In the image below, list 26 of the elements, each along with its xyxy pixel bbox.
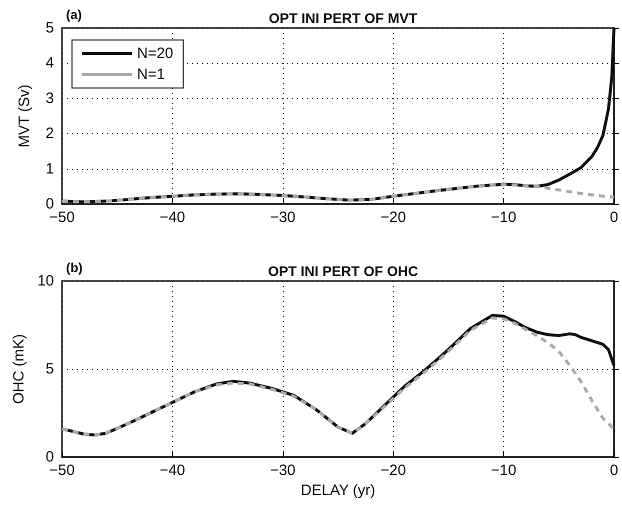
text: (b) bbox=[66, 260, 83, 275]
y-axis-title: OHC (mK) bbox=[10, 334, 28, 404]
legend-label: N=20 bbox=[137, 45, 174, 62]
x-tick-label: −10 bbox=[490, 462, 516, 479]
x-tick-label: −40 bbox=[160, 209, 186, 226]
x-tick-label: −20 bbox=[380, 462, 406, 479]
legend-label: N=1 bbox=[137, 66, 165, 83]
y-tick-label: 4 bbox=[46, 54, 54, 72]
x-tick-label: −10 bbox=[490, 209, 516, 226]
y-tick-label: 2 bbox=[46, 125, 54, 142]
x-tick-label: 0 bbox=[610, 209, 618, 226]
y-tick-label: 10 bbox=[37, 272, 54, 290]
chart-title: OPT INI PERT OF OHC bbox=[268, 263, 418, 279]
y-tick-label: 1 bbox=[46, 160, 54, 178]
x-tick-label: −40 bbox=[160, 462, 186, 479]
y-tick-label: 5 bbox=[46, 360, 54, 378]
y-tick-label: 5 bbox=[46, 20, 54, 36]
x-tick-label: −30 bbox=[270, 209, 296, 226]
y-tick-label: 3 bbox=[46, 90, 54, 107]
x-tick-label: 0 bbox=[610, 462, 618, 479]
text: (a) bbox=[66, 7, 82, 22]
x-tick-label: −30 bbox=[270, 462, 296, 479]
x-tick-label: −20 bbox=[380, 209, 406, 226]
chart-title: OPT INI PERT OF MVT bbox=[268, 10, 418, 26]
x-axis-title: DELAY (yr) bbox=[300, 482, 376, 499]
y-axis-title: MVT (Sv) bbox=[16, 84, 33, 148]
